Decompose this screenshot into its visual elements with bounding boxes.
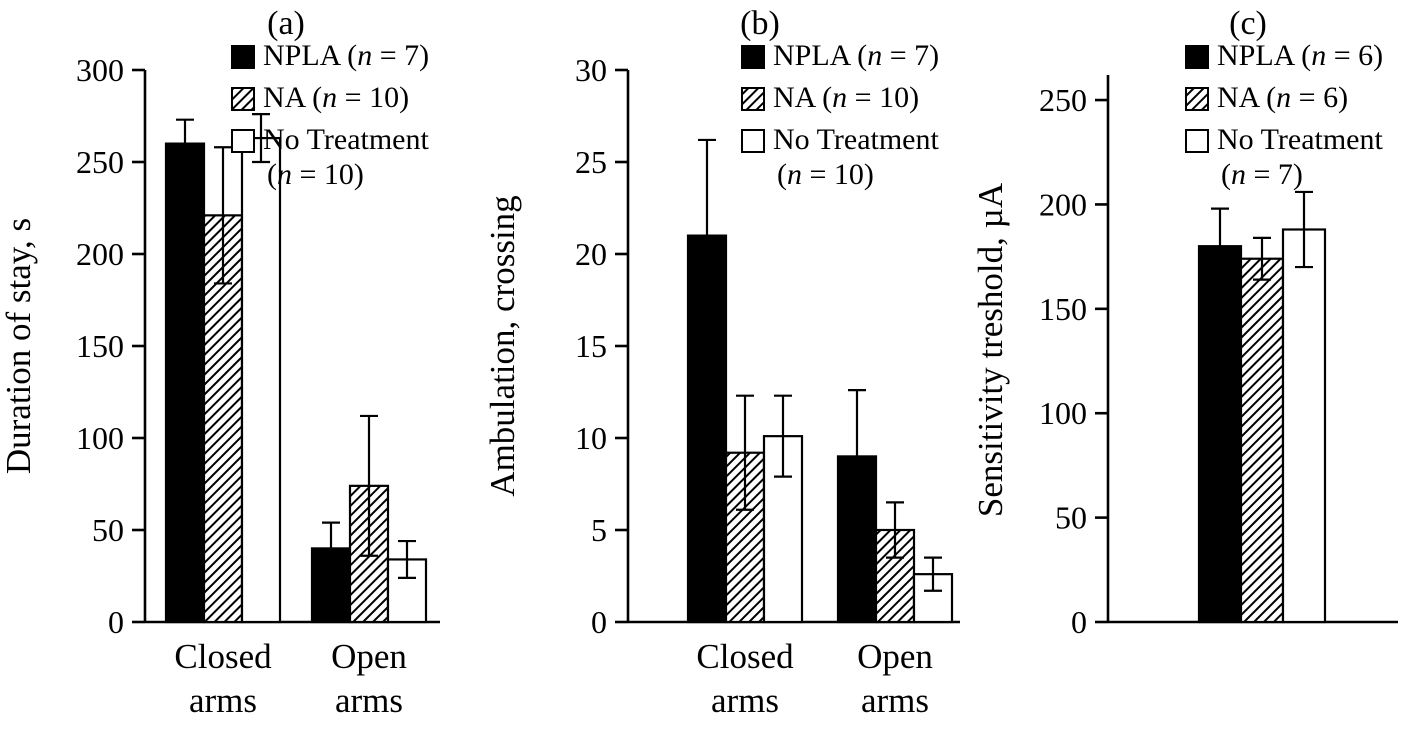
category-label: arms bbox=[711, 681, 779, 720]
legend-swatch-solid bbox=[741, 45, 765, 69]
bar-npla bbox=[1197, 245, 1243, 624]
legend-label: No Treatment bbox=[263, 123, 430, 156]
panel-a: (a) Duration of stay, s 0 50 100 150 200 250 300… bbox=[0, 5, 440, 720]
panel-title: (c) bbox=[1229, 5, 1267, 42]
panel-b: (b) Ambulation, crossing 0 5 10 15 20 25 30 Close… bbox=[483, 5, 960, 720]
legend-swatch-solid bbox=[1185, 45, 1209, 69]
y-tick-label: 250 bbox=[76, 144, 124, 180]
y-tick-label: 0 bbox=[108, 604, 124, 640]
y-tick-label: 5 bbox=[591, 512, 607, 548]
panel-title: (a) bbox=[267, 5, 305, 42]
legend-label: NPLA (n = 7) bbox=[773, 39, 939, 72]
legend-label: NPLA (n = 7) bbox=[263, 39, 429, 72]
y-tick-label: 10 bbox=[575, 420, 607, 456]
y-tick-label: 100 bbox=[1039, 395, 1087, 431]
y-tick-label: 20 bbox=[575, 236, 607, 272]
category-label: arms bbox=[335, 681, 403, 720]
y-axis-label: Ambulation, crossing bbox=[483, 195, 522, 496]
legend-label: (n = 7) bbox=[1221, 158, 1303, 191]
legend-swatch-hatch bbox=[741, 87, 765, 111]
legend-label: NA (n = 10) bbox=[263, 81, 409, 114]
bar-npla bbox=[164, 142, 206, 624]
category-label: Closed bbox=[696, 637, 794, 676]
y-tick-label: 50 bbox=[1055, 500, 1087, 536]
y-tick-label: 250 bbox=[1039, 82, 1087, 118]
y-tick-label: 150 bbox=[76, 328, 124, 364]
legend-swatch-solid bbox=[231, 45, 255, 69]
category-label: arms bbox=[861, 681, 929, 720]
y-tick-label: 25 bbox=[575, 144, 607, 180]
y-tick-label: 30 bbox=[575, 52, 607, 88]
legend-label: (n = 10) bbox=[267, 158, 364, 191]
legend-swatch-open bbox=[1185, 129, 1209, 153]
legend-label: (n = 10) bbox=[777, 158, 874, 191]
legend-swatch-open bbox=[231, 129, 255, 153]
panel-c: (c) Sensitivity treshold, µA 0 50 100 150 200 2… bbox=[971, 5, 1398, 640]
category-label: Open bbox=[331, 637, 407, 676]
y-tick-label: 200 bbox=[1039, 186, 1087, 222]
legend-label: NPLA (n = 6) bbox=[1217, 39, 1383, 72]
y-tick-label: 100 bbox=[76, 420, 124, 456]
legend-label: NA (n = 6) bbox=[1217, 81, 1348, 114]
y-tick-label: 150 bbox=[1039, 291, 1087, 327]
legend-label: No Treatment bbox=[1217, 123, 1384, 156]
y-tick-label: 300 bbox=[76, 52, 124, 88]
bar-no-treatment bbox=[1281, 228, 1327, 624]
legend-swatch-open bbox=[741, 129, 765, 153]
y-tick-label: 200 bbox=[76, 236, 124, 272]
y-tick-label: 0 bbox=[591, 604, 607, 640]
y-axis-label: Duration of stay, s bbox=[0, 218, 38, 474]
legend-swatch-hatch bbox=[1185, 87, 1209, 111]
bar-na bbox=[1239, 257, 1285, 624]
category-label: Open bbox=[857, 637, 933, 676]
bar-no-treatment bbox=[240, 136, 282, 624]
legend-label: NA (n = 10) bbox=[773, 81, 919, 114]
y-tick-label: 50 bbox=[92, 512, 124, 548]
y-tick-label: 0 bbox=[1071, 604, 1087, 640]
legend-swatch-hatch bbox=[231, 87, 255, 111]
panel-title: (b) bbox=[740, 5, 780, 42]
legend-label: No Treatment bbox=[773, 123, 940, 156]
y-axis-label: Sensitivity treshold, µA bbox=[971, 182, 1010, 517]
y-tick-label: 15 bbox=[575, 328, 607, 364]
category-label: Closed bbox=[174, 637, 272, 676]
category-label: arms bbox=[189, 681, 257, 720]
